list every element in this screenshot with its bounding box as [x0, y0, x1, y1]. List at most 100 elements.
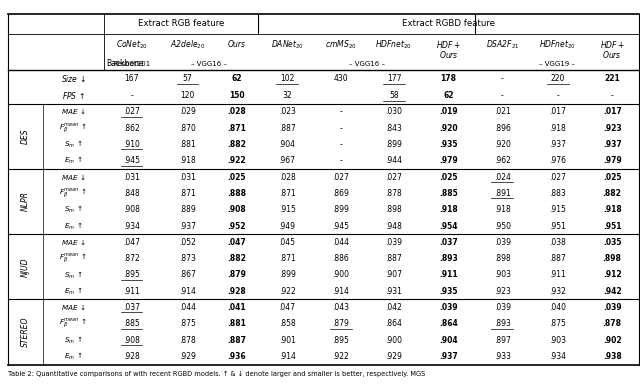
Text: .035: .035 [603, 238, 621, 247]
Text: $MAE$ ↓: $MAE$ ↓ [61, 303, 86, 312]
Text: $MAE$ ↓: $MAE$ ↓ [61, 172, 86, 181]
Text: .047: .047 [123, 238, 140, 247]
Text: .021: .021 [494, 107, 511, 116]
Text: .025: .025 [603, 172, 621, 181]
Text: .895: .895 [332, 336, 349, 345]
Text: .038: .038 [549, 238, 566, 247]
Text: .882: .882 [603, 189, 621, 198]
Text: .935: .935 [439, 140, 458, 149]
Text: STEREO: STEREO [21, 317, 30, 347]
Text: -: - [339, 140, 342, 149]
Text: .879: .879 [332, 319, 349, 328]
Text: $S_m$ ↑: $S_m$ ↑ [64, 204, 83, 215]
Text: .028: .028 [228, 107, 246, 116]
Text: HDFnet$_{20}$: HDFnet$_{20}$ [376, 38, 413, 51]
Text: 102: 102 [280, 74, 294, 83]
Text: .918: .918 [179, 156, 196, 165]
Text: .945: .945 [332, 221, 349, 230]
Text: .885: .885 [439, 189, 458, 198]
Text: .843: .843 [385, 124, 403, 133]
Text: .918: .918 [439, 205, 458, 214]
Text: .045: .045 [278, 238, 296, 247]
Text: .923: .923 [494, 287, 511, 296]
Text: $S_m$ ↑: $S_m$ ↑ [64, 139, 83, 150]
Text: – VGG16 –: – VGG16 – [191, 61, 227, 67]
Text: .904: .904 [439, 336, 458, 345]
Text: .025: .025 [228, 172, 246, 181]
Text: $F_\beta^{mean}$ ↑: $F_\beta^{mean}$ ↑ [60, 317, 87, 330]
Text: .883: .883 [549, 189, 566, 198]
Text: Ours: Ours [228, 40, 246, 49]
Text: $E_m$ ↑: $E_m$ ↑ [64, 155, 83, 167]
Text: .887: .887 [227, 336, 246, 345]
Text: .903: .903 [494, 270, 511, 279]
Text: .875: .875 [179, 319, 196, 328]
Text: .923: .923 [603, 124, 621, 133]
Text: .979: .979 [603, 156, 621, 165]
Text: .951: .951 [603, 221, 621, 230]
Text: 58: 58 [389, 91, 399, 100]
Text: NLPR: NLPR [21, 192, 30, 212]
Text: -: - [339, 156, 342, 165]
Text: .028: .028 [278, 172, 296, 181]
Text: 167: 167 [124, 74, 139, 83]
Text: .954: .954 [439, 221, 458, 230]
Text: -: - [501, 74, 504, 83]
Text: .886: .886 [333, 254, 349, 263]
Text: .898: .898 [494, 254, 511, 263]
Text: .915: .915 [549, 205, 566, 214]
Text: .052: .052 [179, 238, 196, 247]
Text: .910: .910 [123, 140, 140, 149]
Text: .918: .918 [494, 205, 511, 214]
Text: 62: 62 [232, 74, 242, 83]
Text: .027: .027 [385, 172, 403, 181]
Text: .901: .901 [278, 336, 296, 345]
Text: DES: DES [21, 129, 30, 144]
Text: $MAE$ ↓: $MAE$ ↓ [61, 238, 86, 247]
Text: 57: 57 [182, 74, 193, 83]
Text: .047: .047 [228, 238, 246, 247]
Text: -: - [611, 91, 614, 100]
Text: .027: .027 [123, 107, 140, 116]
Text: .920: .920 [494, 140, 511, 149]
Text: .914: .914 [179, 287, 196, 296]
Text: .918: .918 [549, 124, 566, 133]
Text: DANet$_{20}$: DANet$_{20}$ [271, 38, 303, 51]
Text: .948: .948 [385, 221, 403, 230]
Text: .042: .042 [385, 303, 403, 312]
Text: .030: .030 [385, 107, 403, 116]
Text: $Ours$: $Ours$ [602, 49, 622, 60]
Text: .911: .911 [123, 287, 140, 296]
Text: .928: .928 [123, 352, 140, 361]
Text: .952: .952 [228, 221, 246, 230]
Text: .904: .904 [278, 140, 296, 149]
Text: Table 2: Quantitative comparisons of with recent RGBD models. ↑ & ↓ denote large: Table 2: Quantitative comparisons of wit… [8, 370, 425, 377]
Text: A2dele$_{20}$: A2dele$_{20}$ [170, 38, 205, 51]
Text: .908: .908 [228, 205, 246, 214]
Text: .872: .872 [123, 254, 140, 263]
Text: – VGG19 –: – VGG19 – [539, 61, 575, 67]
Text: .935: .935 [439, 287, 458, 296]
Text: 178: 178 [440, 74, 456, 83]
Text: .875: .875 [549, 319, 566, 328]
Text: .911: .911 [549, 270, 566, 279]
Text: .899: .899 [332, 205, 349, 214]
Text: .023: .023 [278, 107, 296, 116]
Text: .878: .878 [385, 189, 403, 198]
Text: .914: .914 [332, 287, 349, 296]
Text: .869: .869 [332, 189, 349, 198]
Text: .039: .039 [494, 238, 511, 247]
Text: .950: .950 [494, 221, 511, 230]
Text: .911: .911 [439, 270, 458, 279]
Text: -: - [339, 107, 342, 116]
Text: .888: .888 [227, 189, 246, 198]
Text: .024: .024 [494, 172, 511, 181]
Text: 62: 62 [444, 91, 454, 100]
Text: .881: .881 [227, 319, 246, 328]
Text: .871: .871 [179, 189, 196, 198]
Text: .949: .949 [278, 221, 296, 230]
Text: .043: .043 [332, 303, 349, 312]
Text: 150: 150 [229, 91, 244, 100]
Text: .887: .887 [278, 124, 296, 133]
Text: .929: .929 [385, 352, 403, 361]
